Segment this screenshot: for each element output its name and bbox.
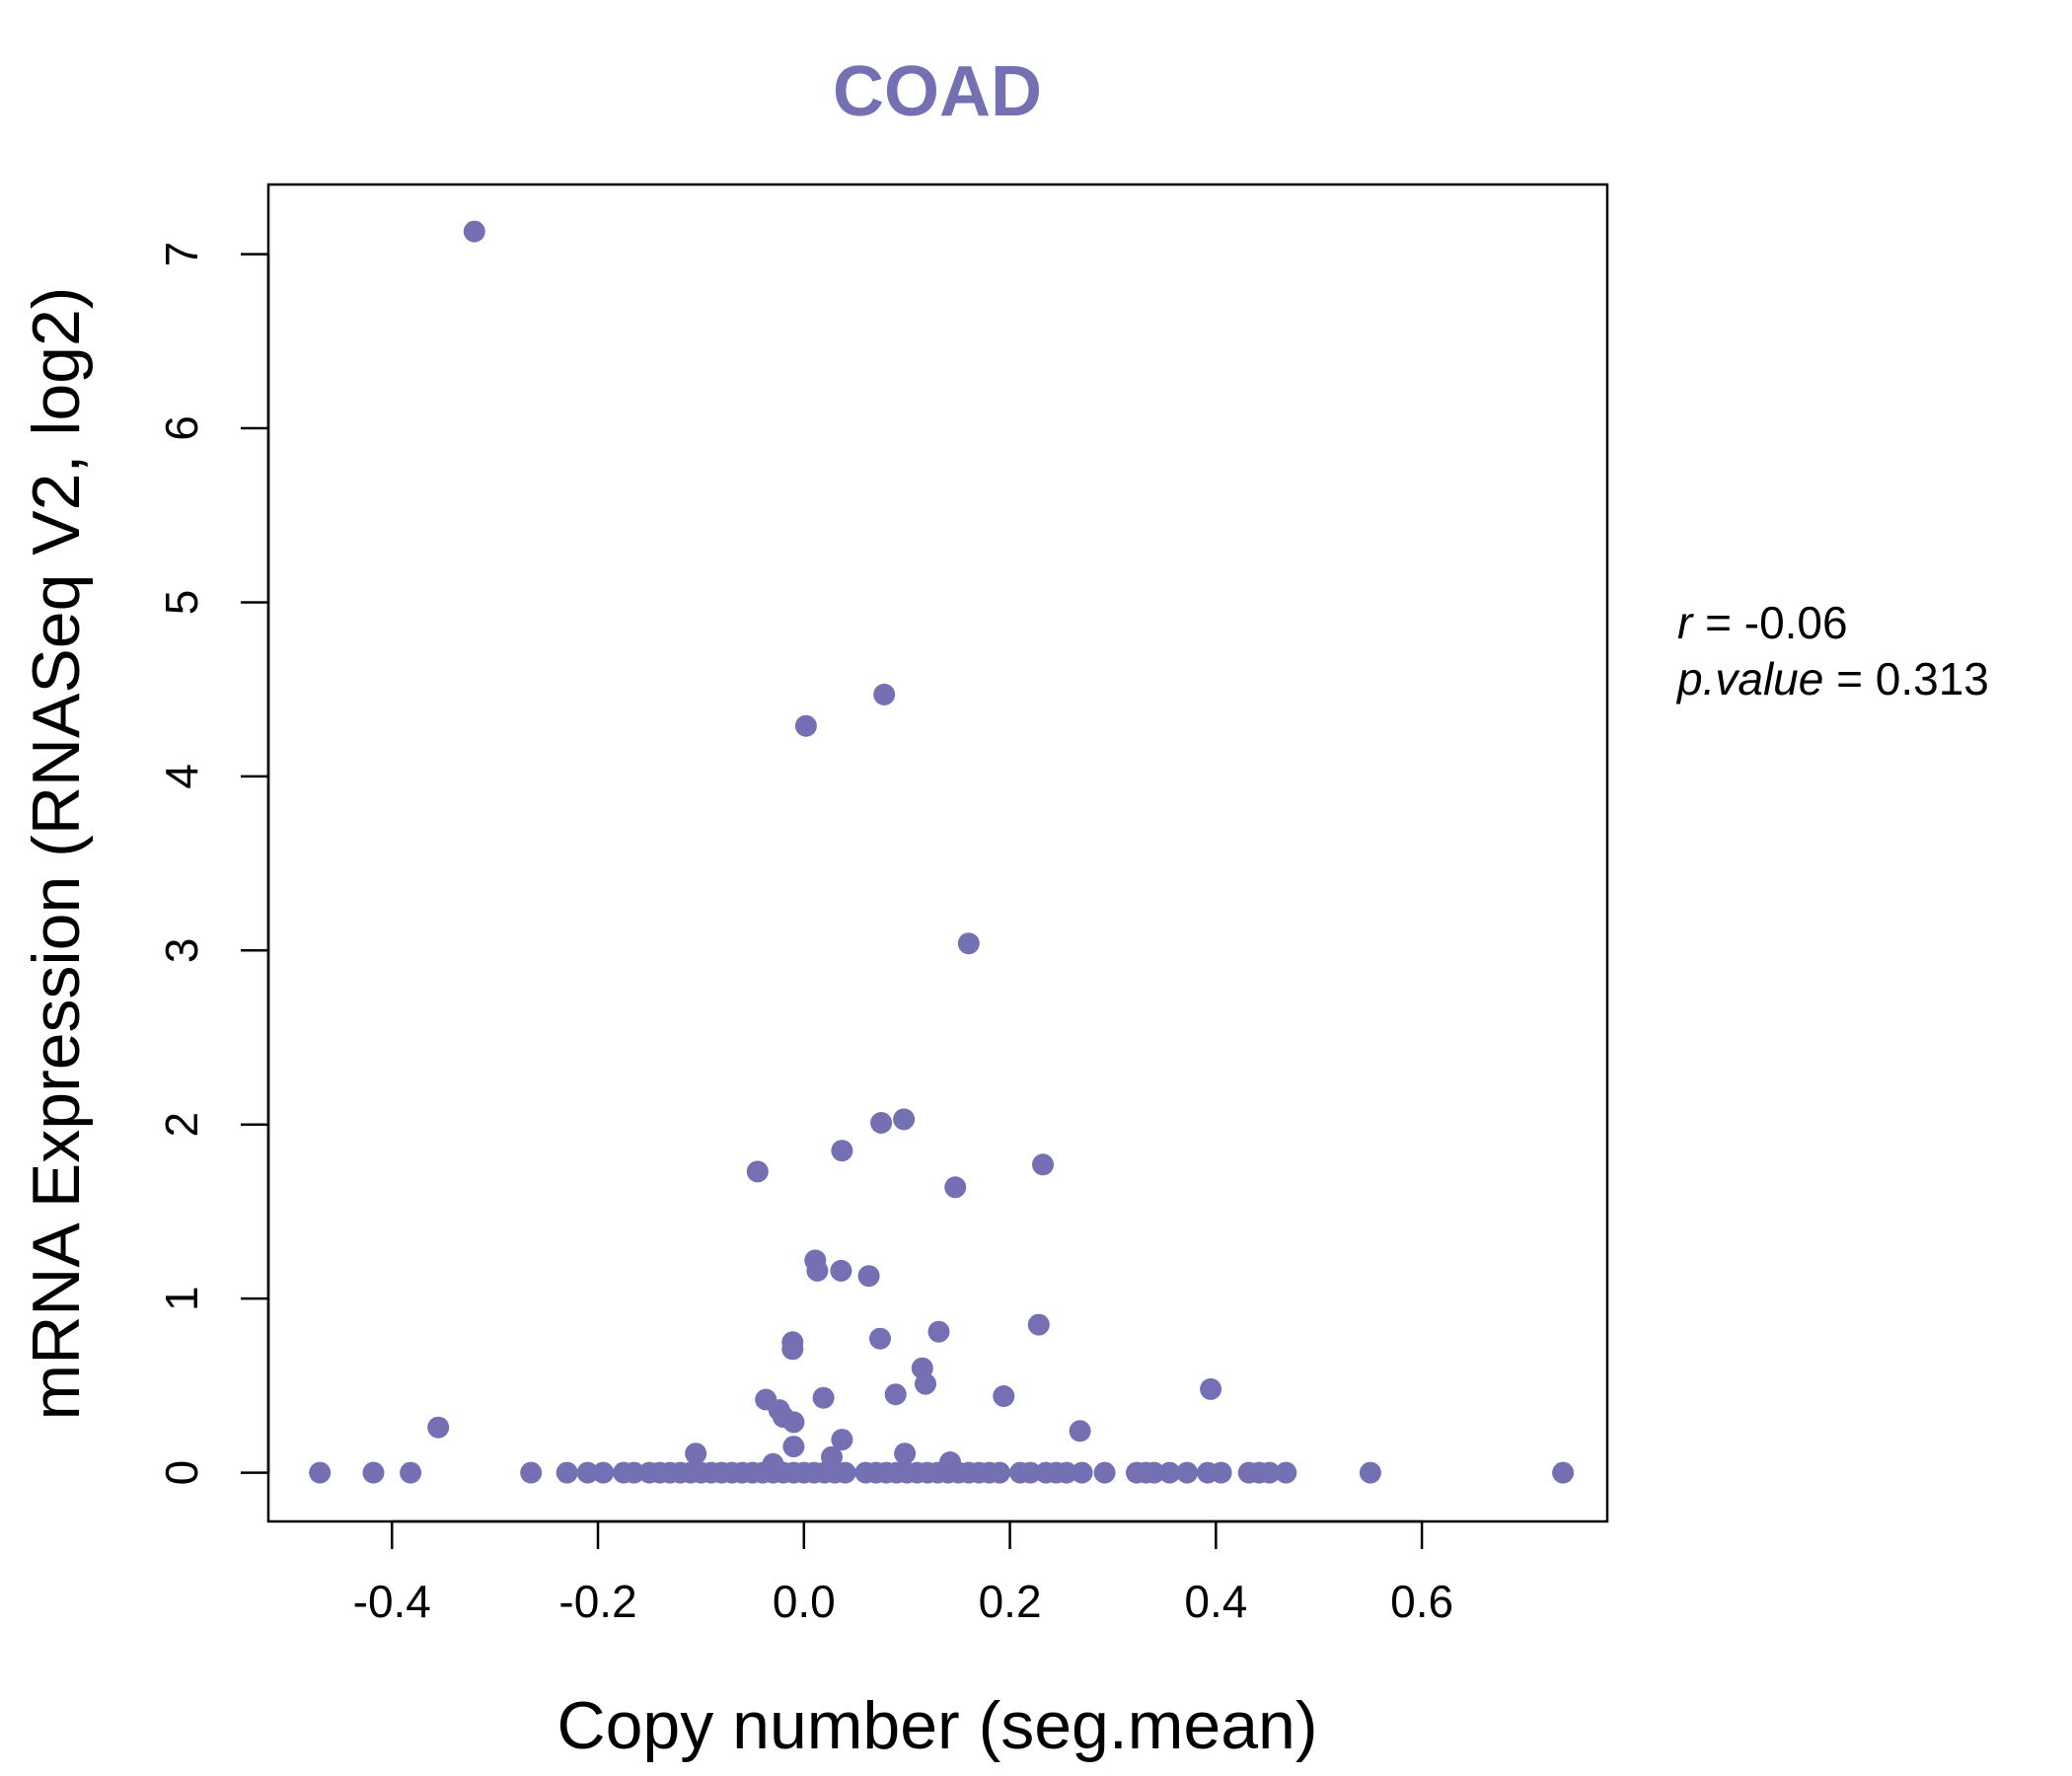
data-point-0 xyxy=(463,220,485,243)
x-tick-label-3: 0.2 xyxy=(979,1576,1042,1627)
y-tick-label-6: 6 xyxy=(156,415,207,441)
x-tick-label-0: -0.4 xyxy=(353,1576,431,1627)
y-tick-label-0: 0 xyxy=(156,1460,207,1486)
data-point-39 xyxy=(362,1461,385,1484)
y-tick-label-1: 1 xyxy=(156,1286,207,1311)
data-point-16 xyxy=(869,1327,891,1350)
data-point-99 xyxy=(1359,1461,1381,1484)
p-annotation: p.value = 0.313 xyxy=(1675,653,1989,704)
data-point-28 xyxy=(782,1411,805,1434)
data-point-40 xyxy=(400,1461,422,1484)
data-point-100 xyxy=(1552,1461,1575,1484)
data-point-22 xyxy=(884,1383,907,1406)
data-point-3 xyxy=(957,932,980,955)
data-point-4 xyxy=(893,1108,916,1131)
data-point-21 xyxy=(1200,1377,1222,1400)
x-tick-label-1: -0.2 xyxy=(558,1576,636,1627)
data-point-6 xyxy=(831,1140,853,1162)
data-point-98 xyxy=(1275,1461,1297,1484)
p-value: = 0.313 xyxy=(1823,653,1989,704)
data-point-94 xyxy=(1210,1461,1232,1484)
y-axis: 0 1 2 3 4 5 6 7 xyxy=(156,242,270,1486)
x-tick-label-4: 0.4 xyxy=(1184,1576,1247,1627)
data-point-34 xyxy=(894,1443,917,1465)
data-point-38 xyxy=(309,1461,332,1484)
data-point-43 xyxy=(576,1461,599,1484)
data-point-82 xyxy=(1019,1461,1042,1484)
data-point-97 xyxy=(1258,1461,1281,1484)
data-point-12 xyxy=(830,1259,852,1282)
x-axis: -0.4 -0.2 0.0 0.2 0.4 0.6 xyxy=(353,1519,1453,1627)
data-point-80 xyxy=(989,1461,1011,1484)
y-tick-label-4: 4 xyxy=(156,764,207,789)
data-point-2 xyxy=(794,714,817,737)
data-points xyxy=(309,220,1575,1484)
data-point-91 xyxy=(1158,1461,1181,1484)
data-point-90 xyxy=(1143,1461,1165,1484)
data-point-24 xyxy=(812,1386,835,1409)
data-point-7 xyxy=(1032,1153,1054,1176)
data-point-30 xyxy=(1069,1420,1091,1443)
y-axis-label: mRNA Expression (RNASeq V2, log2) xyxy=(19,287,94,1421)
y-tick-label-7: 7 xyxy=(156,242,207,267)
y-tick-label-5: 5 xyxy=(156,590,207,616)
data-point-32 xyxy=(782,1436,805,1458)
data-point-15 xyxy=(927,1320,950,1343)
data-point-33 xyxy=(685,1443,707,1465)
r-symbol: r xyxy=(1677,597,1694,648)
data-point-9 xyxy=(944,1176,967,1199)
r-value: = -0.06 xyxy=(1692,597,1847,648)
data-point-14 xyxy=(1027,1313,1050,1336)
data-point-29 xyxy=(427,1416,450,1439)
x-tick-label-2: 0.0 xyxy=(773,1576,836,1627)
correlation-annotation: r = -0.06 p.value = 0.313 xyxy=(1675,597,1989,704)
data-point-23 xyxy=(993,1385,1015,1407)
data-point-46 xyxy=(623,1461,645,1484)
p-symbol: p.value xyxy=(1675,653,1823,704)
data-point-11 xyxy=(806,1259,829,1282)
chart-title: COAD xyxy=(833,52,1042,131)
data-point-8 xyxy=(746,1160,769,1183)
data-point-20 xyxy=(915,1372,936,1395)
data-point-85 xyxy=(1056,1461,1077,1484)
data-point-13 xyxy=(857,1265,880,1288)
data-point-66 xyxy=(834,1461,856,1484)
y-tick-label-2: 2 xyxy=(156,1112,207,1138)
data-point-42 xyxy=(555,1461,578,1484)
x-tick-label-5: 0.6 xyxy=(1390,1576,1453,1627)
x-axis-label: Copy number (seg.mean) xyxy=(556,1688,1317,1763)
data-point-18 xyxy=(781,1338,804,1361)
y-tick-label-3: 3 xyxy=(156,938,207,964)
data-point-87 xyxy=(1093,1461,1116,1484)
data-point-1 xyxy=(873,683,896,705)
data-point-44 xyxy=(592,1461,615,1484)
data-point-5 xyxy=(870,1112,893,1134)
data-point-86 xyxy=(1071,1461,1093,1484)
data-point-31 xyxy=(831,1429,853,1451)
data-point-92 xyxy=(1176,1461,1199,1484)
data-point-41 xyxy=(520,1461,543,1484)
r-annotation: r = -0.06 xyxy=(1677,597,1848,648)
